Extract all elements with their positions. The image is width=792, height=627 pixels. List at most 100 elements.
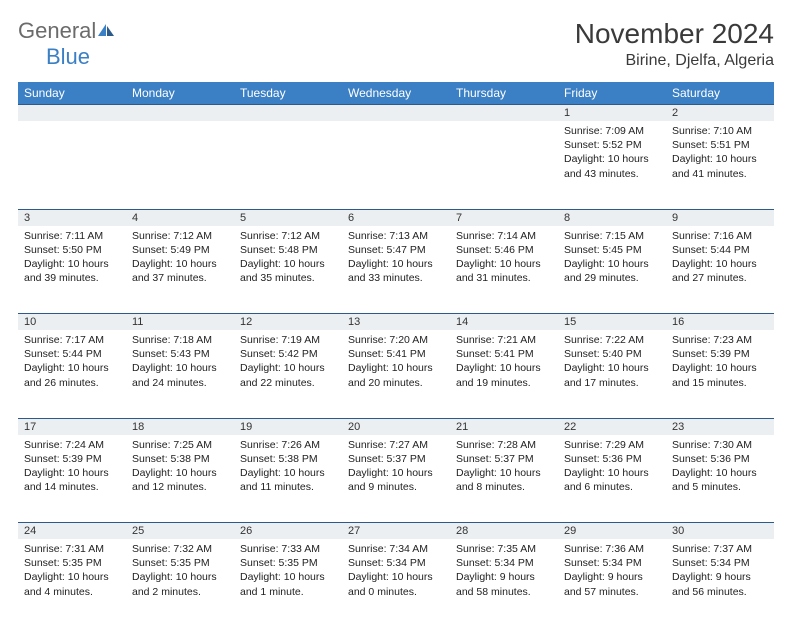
day-number: 23 <box>666 418 774 435</box>
daylight-line: Daylight: 10 hours and 4 minutes. <box>24 570 120 598</box>
sunset-line: Sunset: 5:43 PM <box>132 347 228 361</box>
day-number: 21 <box>450 418 558 435</box>
day-cell: Sunrise: 7:20 AMSunset: 5:41 PMDaylight:… <box>342 330 450 418</box>
sunset-line: Sunset: 5:51 PM <box>672 138 768 152</box>
sunset-line: Sunset: 5:48 PM <box>240 243 336 257</box>
sunset-line: Sunset: 5:39 PM <box>672 347 768 361</box>
day-number: 1 <box>558 105 666 122</box>
day-number: 13 <box>342 314 450 331</box>
daylight-line: Daylight: 10 hours and 24 minutes. <box>132 361 228 389</box>
header: General Blue November 2024 Birine, Djelf… <box>18 18 774 70</box>
weekday-header: Monday <box>126 82 234 105</box>
daylight-line: Daylight: 10 hours and 9 minutes. <box>348 466 444 494</box>
sunset-line: Sunset: 5:49 PM <box>132 243 228 257</box>
sunrise-line: Sunrise: 7:23 AM <box>672 333 768 347</box>
sunset-line: Sunset: 5:46 PM <box>456 243 552 257</box>
logo-text-blue: Blue <box>46 44 90 69</box>
day-number: 30 <box>666 523 774 540</box>
sunrise-line: Sunrise: 7:12 AM <box>132 229 228 243</box>
sunrise-line: Sunrise: 7:14 AM <box>456 229 552 243</box>
daylight-line: Daylight: 10 hours and 17 minutes. <box>564 361 660 389</box>
day-cell: Sunrise: 7:14 AMSunset: 5:46 PMDaylight:… <box>450 226 558 314</box>
day-number <box>18 105 126 122</box>
day-cell: Sunrise: 7:37 AMSunset: 5:34 PMDaylight:… <box>666 539 774 627</box>
day-cell: Sunrise: 7:23 AMSunset: 5:39 PMDaylight:… <box>666 330 774 418</box>
sunrise-line: Sunrise: 7:35 AM <box>456 542 552 556</box>
day-content-row: Sunrise: 7:11 AMSunset: 5:50 PM Daylight:… <box>18 226 774 314</box>
daylight-line: Daylight: 10 hours and 22 minutes. <box>240 361 336 389</box>
sunset-line: Sunset: 5:35 PM <box>240 556 336 570</box>
day-number: 20 <box>342 418 450 435</box>
daylight-line: Daylight: 10 hours and 35 minutes. <box>240 257 336 285</box>
day-cell: Sunrise: 7:28 AMSunset: 5:37 PMDaylight:… <box>450 435 558 523</box>
day-content-row: Sunrise: 7:24 AMSunset: 5:39 PMDaylight:… <box>18 435 774 523</box>
day-cell: Sunrise: 7:34 AMSunset: 5:34 PMDaylight:… <box>342 539 450 627</box>
daynum-row: 10111213141516 <box>18 314 774 331</box>
sunset-line: Sunset: 5:36 PM <box>564 452 660 466</box>
sunset-line: Sunset: 5:37 PM <box>456 452 552 466</box>
sunrise-line: Sunrise: 7:16 AM <box>672 229 768 243</box>
sunset-line: Sunset: 5:50 PM <box>24 243 120 257</box>
sunrise-line: Sunrise: 7:09 AM <box>564 124 660 138</box>
daylight-line: Daylight: 10 hours and 41 minutes. <box>672 152 768 180</box>
sunrise-line: Sunrise: 7:10 AM <box>672 124 768 138</box>
day-cell: Sunrise: 7:17 AMSunset: 5:44 PMDaylight:… <box>18 330 126 418</box>
day-number: 6 <box>342 209 450 226</box>
sunrise-line: Sunrise: 7:18 AM <box>132 333 228 347</box>
weekday-header: Friday <box>558 82 666 105</box>
sunset-line: Sunset: 5:45 PM <box>564 243 660 257</box>
weekday-header: Sunday <box>18 82 126 105</box>
daylight-line: Daylight: 10 hours and 15 minutes. <box>672 361 768 389</box>
sunset-line: Sunset: 5:52 PM <box>564 138 660 152</box>
sunset-line: Sunset: 5:34 PM <box>456 556 552 570</box>
sunset-line: Sunset: 5:40 PM <box>564 347 660 361</box>
sunset-line: Sunset: 5:38 PM <box>132 452 228 466</box>
daynum-row: 3456789 <box>18 209 774 226</box>
sunrise-line: Sunrise: 7:25 AM <box>132 438 228 452</box>
day-number: 16 <box>666 314 774 331</box>
logo-sail-icon <box>96 22 116 38</box>
sunrise-line: Sunrise: 7:13 AM <box>348 229 444 243</box>
month-title: November 2024 <box>575 18 774 50</box>
sunrise-line: Sunrise: 7:11 AM <box>24 229 120 243</box>
day-cell: Sunrise: 7:11 AMSunset: 5:50 PMDaylight:… <box>18 226 126 314</box>
weekday-header: Tuesday <box>234 82 342 105</box>
day-cell: Sunrise: 7:36 AMSunset: 5:34 PMDaylight:… <box>558 539 666 627</box>
sunrise-line: Sunrise: 7:15 AM <box>564 229 660 243</box>
daylight-line: Daylight: 10 hours and 31 minutes. <box>456 257 552 285</box>
day-number: 17 <box>18 418 126 435</box>
location: Birine, Djelfa, Algeria <box>575 52 774 70</box>
sunrise-line: Sunrise: 7:22 AM <box>564 333 660 347</box>
sunset-line: Sunset: 5:39 PM <box>24 452 120 466</box>
sunrise-line: Sunrise: 7:19 AM <box>240 333 336 347</box>
daylight-line: Daylight: 10 hours and 6 minutes. <box>564 466 660 494</box>
day-number: 28 <box>450 523 558 540</box>
logo-text-wrap: General Blue <box>18 18 116 70</box>
weekday-header-row: Sunday Monday Tuesday Wednesday Thursday… <box>18 82 774 105</box>
day-number: 29 <box>558 523 666 540</box>
day-number: 11 <box>126 314 234 331</box>
logo-text-general: General <box>18 18 96 43</box>
day-cell: Sunrise: 7:15 AMSunset: 5:45 PMDaylight:… <box>558 226 666 314</box>
day-cell: Sunrise: 7:32 AMSunset: 5:35 PMDaylight:… <box>126 539 234 627</box>
day-cell: Sunrise: 7:12 AMSunset: 5:48 PMDaylight:… <box>234 226 342 314</box>
day-number: 15 <box>558 314 666 331</box>
sunrise-line: Sunrise: 7:36 AM <box>564 542 660 556</box>
day-cell <box>342 121 450 209</box>
day-cell: Sunrise: 7:25 AMSunset: 5:38 PMDaylight:… <box>126 435 234 523</box>
sunset-line: Sunset: 5:41 PM <box>456 347 552 361</box>
day-number: 7 <box>450 209 558 226</box>
sunrise-line: Sunrise: 7:21 AM <box>456 333 552 347</box>
sunrise-line: Sunrise: 7:29 AM <box>564 438 660 452</box>
sunrise-line: Sunrise: 7:30 AM <box>672 438 768 452</box>
day-number <box>342 105 450 122</box>
day-number <box>126 105 234 122</box>
day-number: 19 <box>234 418 342 435</box>
sunset-line: Sunset: 5:44 PM <box>672 243 768 257</box>
day-cell: Sunrise: 7:16 AMSunset: 5:44 PMDaylight:… <box>666 226 774 314</box>
day-content-row: Sunrise: 7:31 AMSunset: 5:35 PMDaylight:… <box>18 539 774 627</box>
daylight-line: Daylight: 10 hours and 29 minutes. <box>564 257 660 285</box>
day-cell: Sunrise: 7:10 AMSunset: 5:51 PMDaylight:… <box>666 121 774 209</box>
sunset-line: Sunset: 5:34 PM <box>348 556 444 570</box>
sunset-line: Sunset: 5:47 PM <box>348 243 444 257</box>
